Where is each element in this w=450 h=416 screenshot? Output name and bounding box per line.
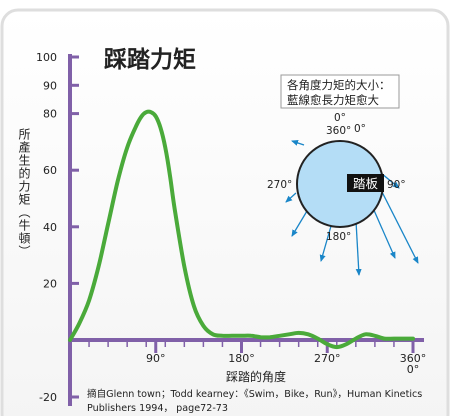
x-tick-label: 270° xyxy=(314,352,341,365)
x-tick-label: 180° xyxy=(228,352,255,365)
torque-arrow xyxy=(379,187,419,264)
y-tick-label: -20 xyxy=(39,391,57,404)
y-tick-label: 90 xyxy=(43,79,57,92)
torque-arrow xyxy=(319,225,332,262)
x-tick-label-zero: 0° xyxy=(407,363,420,376)
torque-arrow xyxy=(372,207,396,259)
source-line2: Publishers 1994， page72-73 xyxy=(87,403,228,414)
torque-arrow xyxy=(291,140,305,146)
pedal-label-box xyxy=(347,174,384,192)
pedal-diagram: 踏板 0° 360° 0° 90° 180° 270° xyxy=(267,112,419,276)
y-tick-label: 20 xyxy=(43,277,57,290)
angle-0b-top: 0° xyxy=(354,123,366,135)
x-axis-label: 踩踏的角度 xyxy=(226,369,286,384)
angle-0-top: 0° xyxy=(334,112,346,124)
torque-arrow xyxy=(355,220,362,276)
x-tick-label: 360° xyxy=(400,352,427,365)
chart-frame xyxy=(0,8,450,416)
inset-caption-line2: 藍線愈長力矩愈大 xyxy=(287,93,379,107)
y-tick-label: 80 xyxy=(43,108,57,121)
angle-270: 270° xyxy=(267,179,292,191)
angle-90: 90° xyxy=(387,179,406,191)
y-ticks: 100 90 80 60 40 20 -20 xyxy=(36,51,79,404)
y-tick-label: 60 xyxy=(43,164,57,177)
y-tick-label: 100 xyxy=(36,51,57,64)
y-tick-label: 40 xyxy=(43,221,57,234)
angle-180: 180° xyxy=(326,231,351,243)
angle-360-top: 360° xyxy=(326,125,351,137)
torque-arrow xyxy=(291,210,308,237)
x-tick-label: 90° xyxy=(146,352,166,365)
chart-title: 踩踏力矩 xyxy=(104,47,196,73)
inset-caption-box xyxy=(280,74,400,109)
pedal-label: 踏板 xyxy=(353,176,379,191)
torque-arrow xyxy=(285,192,297,203)
torque-curve xyxy=(68,109,415,350)
inset-caption-line1: 各角度力矩的大小： xyxy=(287,78,391,92)
y-axis-label: 所產生的力矩（牛頓） xyxy=(17,128,31,258)
source-line1: 摘自Glenn town；Todd kearney：《Swim，Bike，Run… xyxy=(87,388,422,400)
